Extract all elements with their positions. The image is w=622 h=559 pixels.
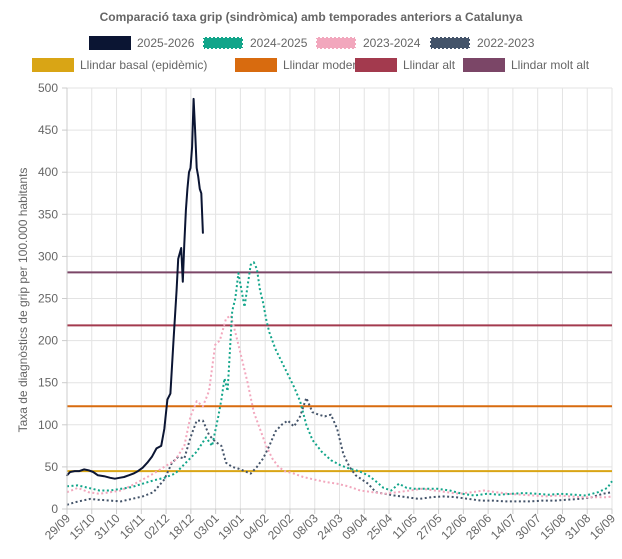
y-tick-label: 100	[38, 418, 58, 432]
legend-item[interactable]: Llindar basal (epidèmic)	[32, 58, 207, 72]
y-tick-label: 350	[38, 207, 58, 221]
legend-item[interactable]: Llindar moderat	[235, 58, 367, 72]
x-tick-label: 24/03	[314, 511, 345, 542]
legend-label: Llindar molt alt	[511, 58, 590, 72]
x-tick-label: 12/06	[438, 511, 469, 542]
axes: 0 50 100 150 200 250 300 350 400 450 500 29/0915/10…	[38, 81, 618, 542]
x-tick-label: 04/02	[240, 511, 271, 542]
legend-swatch	[315, 36, 357, 50]
legend-swatch	[235, 58, 277, 72]
series-line-2023-2024	[66, 314, 613, 499]
legend-item[interactable]: 2024-2025	[202, 36, 308, 50]
legend-label: Llindar basal (epidèmic)	[80, 58, 207, 72]
x-tick-label: 03/01	[191, 511, 222, 542]
legend-swatch	[429, 36, 471, 50]
y-tick-label: 200	[38, 334, 58, 348]
legend-label: 2023-2024	[363, 36, 421, 50]
legend-item[interactable]: 2025-2026	[89, 36, 195, 50]
chart-title: Comparació taxa grip (sindròmica) amb te…	[100, 10, 523, 24]
x-tick-label: 31/10	[92, 511, 123, 542]
y-tick-label: 400	[38, 165, 58, 179]
legend-item[interactable]: 2023-2024	[315, 36, 421, 50]
x-tick-label: 28/06	[463, 511, 494, 542]
y-tick-label: 150	[38, 376, 58, 390]
legend-swatch	[32, 58, 74, 72]
x-tick-label: 31/08	[562, 511, 593, 542]
x-tick-label: 08/03	[290, 511, 321, 542]
x-tick-label: 15/08	[537, 511, 568, 542]
legend-swatch	[89, 36, 131, 50]
legend-label: 2022-2023	[477, 36, 535, 50]
x-tick-label: 11/05	[389, 511, 420, 542]
y-tick-label: 450	[38, 123, 58, 137]
x-tick-label: 09/04	[339, 511, 370, 542]
y-tick-label: 250	[38, 292, 58, 306]
legend-item[interactable]: Llindar alt	[355, 58, 456, 72]
legend-label: 2025-2026	[137, 36, 195, 50]
y-tick-label: 500	[38, 81, 58, 95]
y-tick-label: 300	[38, 249, 58, 263]
x-tick-label: 19/01	[215, 511, 246, 542]
y-tick-label: 0	[51, 502, 58, 516]
x-tick-label: 29/09	[42, 511, 73, 542]
legend-swatch	[202, 36, 244, 50]
legend-swatch	[463, 58, 505, 72]
series-group	[66, 97, 613, 506]
x-tick-label: 18/12	[166, 511, 197, 542]
x-tick-label: 16/09	[587, 511, 618, 542]
x-tick-label: 25/04	[364, 511, 395, 542]
x-tick-label: 14/07	[488, 511, 519, 542]
legend-label: 2024-2025	[250, 36, 308, 50]
x-tick-label: 20/02	[265, 511, 296, 542]
y-tick-label: 50	[45, 460, 59, 474]
x-tick-label: 16/11	[117, 511, 148, 542]
x-tick-label: 27/05	[414, 511, 445, 542]
x-tick-label: 15/10	[67, 511, 98, 542]
legend: 2025-2026 2024-2025 2023-2024 2022-2023 Llin…	[32, 36, 590, 72]
x-tick-label: 30/07	[513, 511, 544, 542]
legend-item[interactable]: 2022-2023	[429, 36, 535, 50]
series-line-2022-2023	[66, 396, 613, 506]
legend-swatch	[355, 58, 397, 72]
series-line-2025-2026	[66, 97, 204, 480]
legend-label: Llindar moderat	[283, 58, 367, 72]
grid	[66, 87, 613, 510]
x-tick-label: 02/12	[141, 511, 172, 542]
legend-item[interactable]: Llindar molt alt	[463, 58, 590, 72]
legend-label: Llindar alt	[403, 58, 456, 72]
y-axis-label: Taxa de diagnòstics de grip per 100.000 …	[16, 168, 30, 433]
